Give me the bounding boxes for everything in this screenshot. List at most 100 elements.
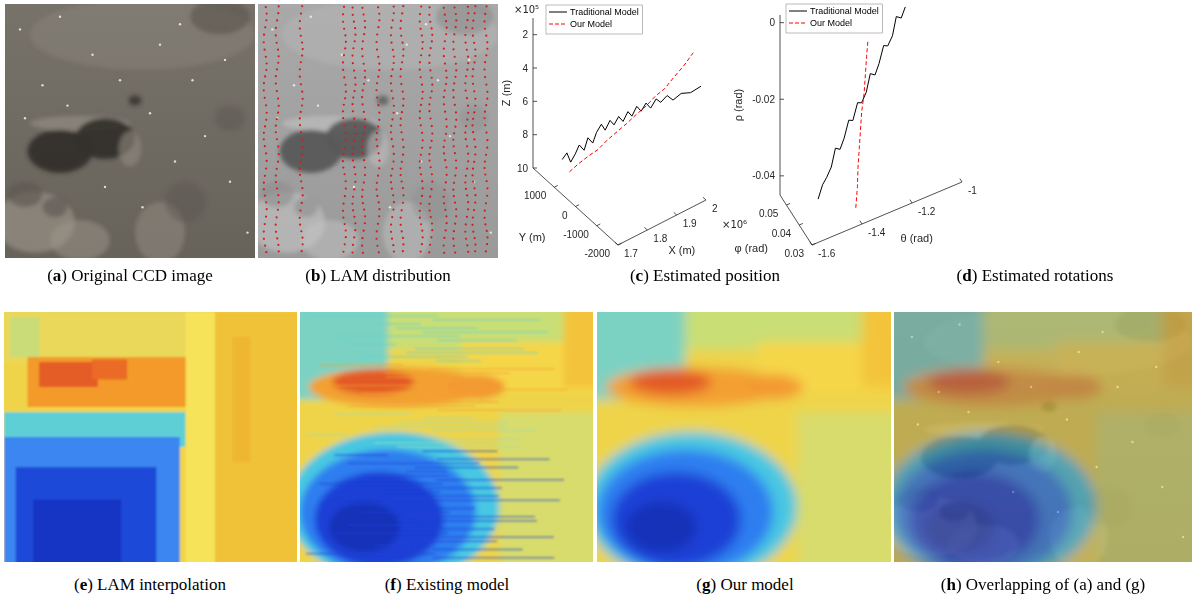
- lam-point: [353, 90, 355, 92]
- lam-point: [264, 175, 266, 177]
- lam-point: [364, 118, 366, 120]
- lam-point: [465, 41, 467, 43]
- heat-map: [894, 312, 1192, 562]
- z-tick-label: 10: [517, 163, 529, 174]
- lam-point: [353, 166, 355, 168]
- z-tick-label: 6: [522, 96, 528, 107]
- lam-point: [301, 154, 303, 156]
- legend-swatch: [549, 24, 567, 25]
- lam-point: [353, 236, 355, 238]
- lam-point: [301, 54, 303, 56]
- stripe: [334, 413, 411, 415]
- lam-point: [302, 243, 304, 245]
- z-tick: [533, 68, 537, 69]
- stripe: [361, 512, 449, 514]
- terrain-shape: [412, 182, 450, 223]
- lam-point: [465, 26, 467, 28]
- lam-point: [392, 208, 394, 210]
- lam-point: [455, 208, 457, 210]
- lam-point: [472, 68, 474, 70]
- lam-point: [376, 230, 378, 232]
- panel: [0, 300, 312, 575]
- lam-point: [351, 251, 353, 253]
- terrain-shape: [50, 220, 110, 258]
- lam-point: [443, 202, 445, 204]
- lam-point: [354, 125, 356, 127]
- z-tick: [533, 134, 537, 135]
- lam-point: [265, 19, 267, 21]
- lam-point: [352, 244, 354, 246]
- lam-point: [376, 182, 378, 184]
- lam-point: [402, 146, 404, 148]
- lam-point: [454, 152, 456, 154]
- terrain-shape: [460, 106, 489, 131]
- lam-point: [471, 224, 473, 226]
- lam-point: [363, 13, 365, 15]
- x-tick-label: 1.8: [653, 233, 667, 244]
- lam-point: [378, 112, 380, 114]
- lam-point: [300, 83, 302, 85]
- lam-point: [364, 126, 366, 128]
- lam-point: [485, 5, 487, 7]
- y-tick-label: 0: [562, 210, 568, 221]
- lam-point: [428, 203, 430, 205]
- stripe: [374, 426, 506, 428]
- lam-point: [264, 195, 266, 197]
- lam-point: [278, 5, 280, 7]
- bright-spot: [317, 104, 319, 106]
- bright-spot: [149, 112, 151, 114]
- x-exponent: ×10⁶: [722, 219, 747, 230]
- lam-point: [419, 210, 421, 212]
- terrain-shape: [215, 106, 245, 131]
- lam-point: [454, 251, 456, 253]
- lam-point: [484, 124, 486, 126]
- lam-point: [342, 167, 344, 169]
- lam-point: [399, 75, 401, 77]
- lam-point: [266, 12, 268, 14]
- lam-point: [265, 251, 267, 253]
- lam-point: [276, 19, 278, 21]
- heat-region: [909, 472, 1040, 562]
- lam-point: [265, 69, 267, 71]
- lam-point: [465, 125, 467, 127]
- stripe: [320, 483, 443, 485]
- lam-point: [443, 237, 445, 239]
- legend-label: Our Model: [570, 19, 612, 29]
- lam-point: [420, 104, 422, 106]
- stripe: [320, 385, 430, 387]
- x-axis: [618, 200, 706, 245]
- stripe: [348, 405, 475, 407]
- lam-point: [485, 250, 487, 252]
- lam-point: [474, 153, 476, 155]
- lam-point: [353, 21, 355, 23]
- stripes: [306, 315, 568, 559]
- stripe: [433, 438, 518, 440]
- lam-point: [301, 202, 303, 204]
- lam-point: [277, 12, 279, 14]
- lam-point: [266, 160, 268, 162]
- lam-point: [420, 5, 422, 7]
- lam-points: [263, 5, 489, 254]
- lam-point: [429, 117, 431, 119]
- bright-spot: [396, 112, 398, 114]
- lam-point: [428, 62, 430, 64]
- lam-point: [301, 187, 303, 189]
- y-tick: [812, 243, 816, 245]
- lam-point: [275, 216, 277, 218]
- panel: [285, 300, 607, 583]
- lam-point: [352, 110, 354, 112]
- x-axis-title: θ (rad): [901, 232, 933, 244]
- heat-region: [10, 317, 39, 357]
- lam-point: [264, 75, 266, 77]
- heat-region: [39, 362, 98, 387]
- lam-point: [402, 90, 404, 92]
- bright-spot: [24, 117, 26, 119]
- lam-point: [429, 69, 431, 71]
- lam-point: [421, 47, 423, 49]
- heat-region: [612, 472, 741, 562]
- bright-spot: [367, 79, 369, 81]
- heat-region: [447, 375, 506, 400]
- heat-region: [1097, 412, 1192, 562]
- lam-point: [464, 82, 466, 84]
- lam-point: [400, 83, 402, 85]
